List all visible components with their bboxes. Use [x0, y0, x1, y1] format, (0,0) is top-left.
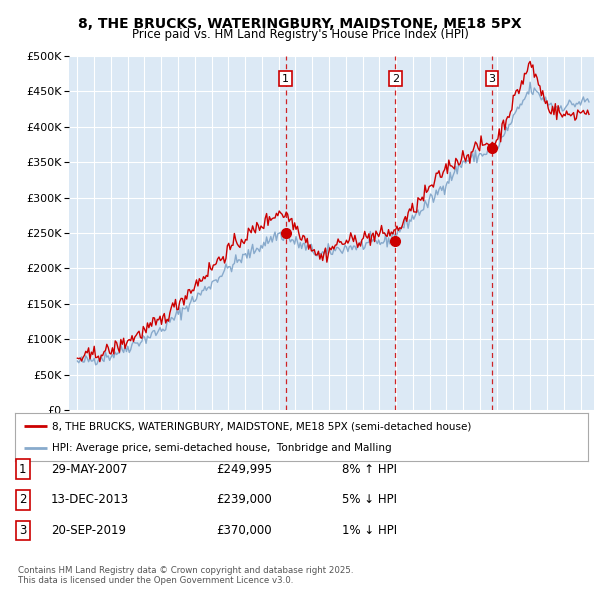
Text: 5% ↓ HPI: 5% ↓ HPI	[342, 493, 397, 506]
Text: 8, THE BRUCKS, WATERINGBURY, MAIDSTONE, ME18 5PX (semi-detached house): 8, THE BRUCKS, WATERINGBURY, MAIDSTONE, …	[52, 421, 472, 431]
Text: 1% ↓ HPI: 1% ↓ HPI	[342, 524, 397, 537]
Text: £249,995: £249,995	[216, 463, 272, 476]
Text: 3: 3	[19, 524, 26, 537]
Text: 20-SEP-2019: 20-SEP-2019	[51, 524, 126, 537]
Text: 3: 3	[488, 74, 496, 84]
Text: 13-DEC-2013: 13-DEC-2013	[51, 493, 129, 506]
Text: 2: 2	[19, 493, 26, 506]
Text: 8% ↑ HPI: 8% ↑ HPI	[342, 463, 397, 476]
Text: £370,000: £370,000	[216, 524, 272, 537]
Text: 2: 2	[392, 74, 399, 84]
Text: 1: 1	[282, 74, 289, 84]
Text: Price paid vs. HM Land Registry's House Price Index (HPI): Price paid vs. HM Land Registry's House …	[131, 28, 469, 41]
Text: 8, THE BRUCKS, WATERINGBURY, MAIDSTONE, ME18 5PX: 8, THE BRUCKS, WATERINGBURY, MAIDSTONE, …	[78, 17, 522, 31]
Text: 29-MAY-2007: 29-MAY-2007	[51, 463, 128, 476]
Text: Contains HM Land Registry data © Crown copyright and database right 2025.
This d: Contains HM Land Registry data © Crown c…	[18, 566, 353, 585]
Text: 1: 1	[19, 463, 26, 476]
Text: £239,000: £239,000	[216, 493, 272, 506]
Text: HPI: Average price, semi-detached house,  Tonbridge and Malling: HPI: Average price, semi-detached house,…	[52, 443, 392, 453]
